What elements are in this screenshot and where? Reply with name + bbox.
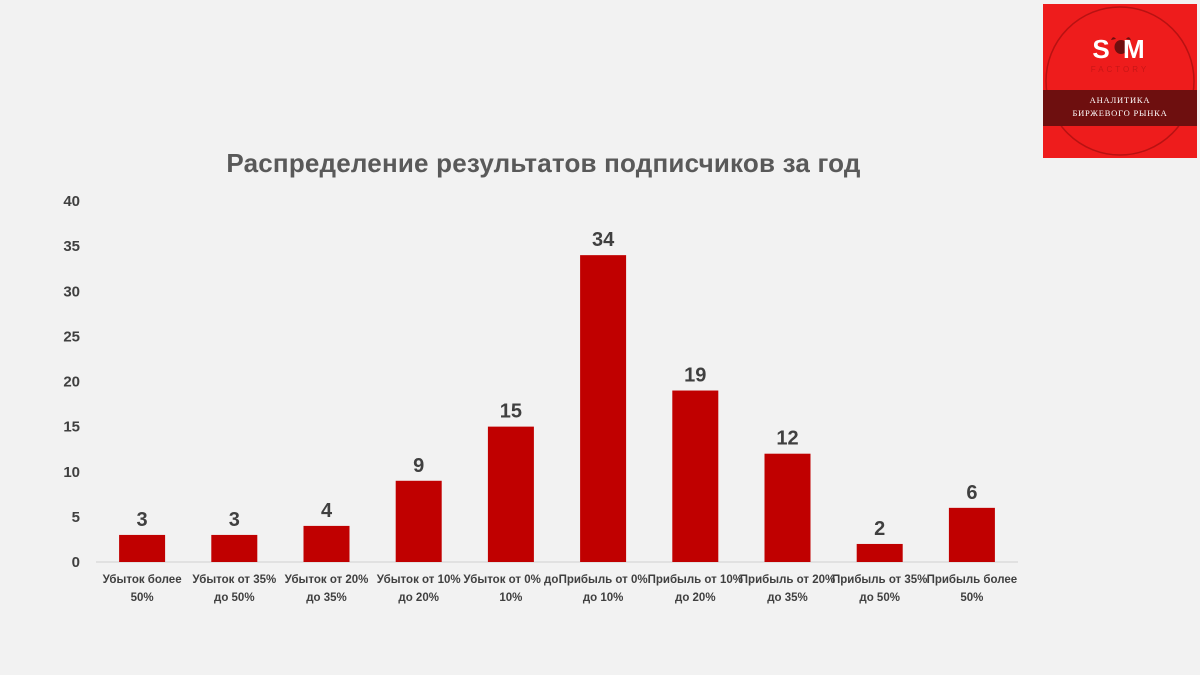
bar <box>303 525 350 562</box>
y-tick-label: 20 <box>63 374 80 391</box>
y-tick-label: 0 <box>72 554 80 571</box>
bar <box>487 426 534 562</box>
x-tick-label: Прибыль более 50% <box>926 574 1018 604</box>
data-label: 19 <box>684 365 706 387</box>
data-label: 15 <box>500 401 522 423</box>
x-tick-label: Убыток от 20% до 35% <box>284 574 369 604</box>
bull-icon <box>1045 6 1195 156</box>
x-tick-label: Убыток от 0% до 10% <box>463 574 559 604</box>
bar <box>764 453 811 562</box>
bar <box>580 255 627 562</box>
y-tick-label: 10 <box>63 464 80 481</box>
y-tick-label: 5 <box>72 509 80 526</box>
y-tick-label: 15 <box>63 419 80 436</box>
bar <box>119 534 166 562</box>
data-label: 12 <box>776 428 798 450</box>
x-tick-label: Убыток более 50% <box>102 574 182 604</box>
logo-name: S M <box>1092 34 1148 64</box>
bar <box>856 543 903 562</box>
x-tick-label: Убыток от 10% до 20% <box>376 574 461 604</box>
logo-tagline-2: БИРЖЕВОГО РЫНКА <box>1072 108 1168 118</box>
bar <box>395 480 442 562</box>
chart-title: Распределение результатов подписчиков за… <box>226 148 861 178</box>
logo: S M FACTORY АНАЛИТИКА БИРЖЕВОГО РЫНКА <box>1043 4 1197 158</box>
logo-tagline: АНАЛИТИКА БИРЖЕВОГО РЫНКА <box>1043 94 1197 120</box>
data-label: 3 <box>229 509 240 531</box>
bar <box>948 507 995 562</box>
data-label: 34 <box>592 229 615 251</box>
logo-band <box>1043 90 1197 126</box>
data-label: 6 <box>966 482 977 504</box>
x-tick-label: Прибыль от 0% до 10% <box>558 574 648 604</box>
data-label: 9 <box>413 455 424 477</box>
x-tick-label: Прибыль от 10% до 20% <box>647 574 744 604</box>
data-label: 3 <box>137 509 148 531</box>
data-label: 2 <box>874 518 885 540</box>
y-tick-label: 25 <box>63 328 80 345</box>
data-label: 4 <box>321 500 333 522</box>
bar <box>211 534 258 562</box>
logo-tagline-1: АНАЛИТИКА <box>1089 95 1151 105</box>
y-tick-label: 40 <box>63 193 80 210</box>
bar <box>672 390 719 562</box>
x-tick-label: Убыток от 35% до 50% <box>192 574 277 604</box>
y-tick-label: 35 <box>63 238 80 255</box>
logo-subtitle: FACTORY <box>1090 65 1150 74</box>
y-tick-label: 30 <box>63 283 80 300</box>
x-tick-label: Прибыль от 35% до 50% <box>831 574 928 604</box>
x-tick-label: Прибыль от 20% до 35% <box>739 574 836 604</box>
